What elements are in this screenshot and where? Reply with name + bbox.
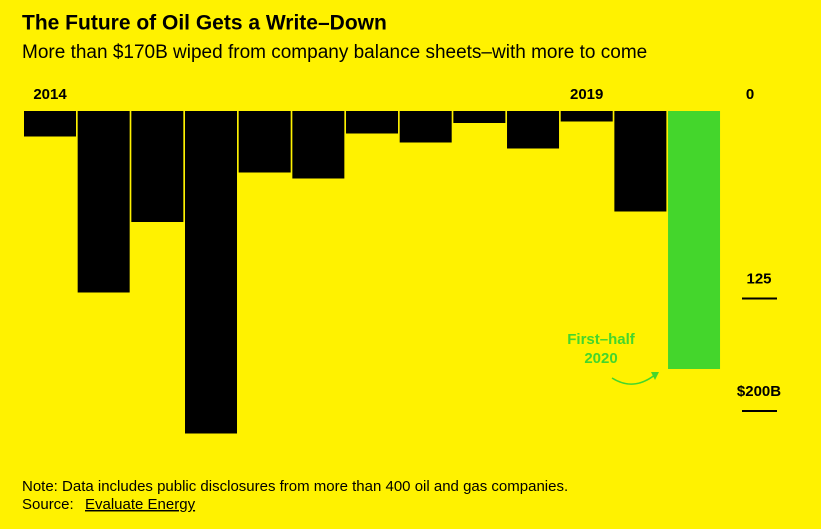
source-label: Source: <box>22 496 74 513</box>
x-tick-label: 2019 <box>570 86 603 103</box>
bar <box>507 111 560 149</box>
bar <box>560 111 613 122</box>
source-link[interactable]: Evaluate Energy <box>85 496 196 513</box>
chart-title: The Future of Oil Gets a Write–Down <box>22 12 387 35</box>
bar <box>292 111 345 179</box>
x-tick-label: 2014 <box>33 86 67 103</box>
annotation: 2020 <box>584 350 617 367</box>
bar <box>453 111 506 123</box>
bar <box>668 111 721 369</box>
bar <box>131 111 184 222</box>
bar <box>185 111 238 434</box>
y-tick-label: 0 <box>746 86 754 103</box>
note: Note: Data includes public disclosures f… <box>22 478 568 495</box>
bar <box>346 111 399 134</box>
y-tick-label: 125 <box>746 270 771 287</box>
bar <box>399 111 452 143</box>
bar <box>24 111 76 137</box>
annotation: First–half <box>567 331 636 348</box>
y-tick-label: $200B <box>737 383 781 400</box>
bar <box>614 111 667 212</box>
chart-subtitle: More than $170B wiped from company balan… <box>22 42 647 63</box>
annotation-arrow <box>611 373 657 385</box>
bar <box>77 111 130 293</box>
bar <box>238 111 291 173</box>
annotation-arrowhead <box>651 372 659 380</box>
